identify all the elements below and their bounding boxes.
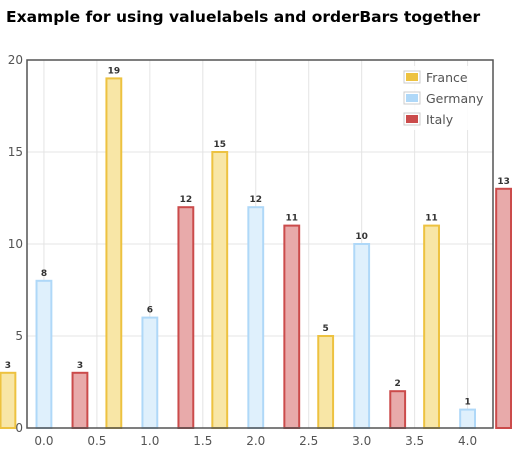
- bar-italy: [178, 207, 193, 428]
- value-label: 12: [249, 195, 262, 205]
- value-label: 3: [77, 361, 83, 371]
- legend-swatch-italy: [406, 115, 418, 123]
- x-tick-label: 2.5: [299, 434, 318, 448]
- bar-france: [424, 226, 439, 428]
- legend: France Germany Italy: [398, 66, 488, 130]
- value-label: 5: [323, 324, 329, 334]
- value-label: 1: [464, 398, 470, 408]
- bar-italy: [284, 226, 299, 428]
- x-tick-label: 0.0: [34, 434, 53, 448]
- x-tick-label: 4.0: [458, 434, 477, 448]
- y-tick-label: 20: [8, 53, 23, 67]
- legend-swatch-france: [406, 73, 418, 81]
- y-tick-label: 0: [15, 421, 23, 435]
- bar-italy: [496, 189, 511, 428]
- bar-france: [212, 152, 227, 428]
- legend-label: Italy: [426, 112, 454, 127]
- value-label: 19: [108, 66, 121, 76]
- bar-germany: [142, 318, 157, 428]
- bar-germany: [354, 244, 369, 428]
- bar-france: [1, 373, 16, 428]
- value-label: 15: [213, 140, 226, 150]
- legend-label: Germany: [426, 91, 484, 106]
- bar-france: [106, 78, 121, 428]
- x-tick-label: 3.0: [352, 434, 371, 448]
- bar-germany: [460, 410, 475, 428]
- value-label: 11: [286, 214, 299, 224]
- y-tick-label: 5: [15, 329, 23, 343]
- x-tick-label: 2.0: [246, 434, 265, 448]
- value-label: 6: [147, 306, 153, 316]
- y-tick-label: 15: [8, 145, 23, 159]
- x-tick-label: 0.5: [87, 434, 106, 448]
- x-axis-ticks: 0.0 0.5 1.0 1.5 2.0 2.5 3.0 3.5 4.0: [34, 434, 477, 448]
- x-tick-label: 1.0: [140, 434, 159, 448]
- bar-germany: [248, 207, 263, 428]
- value-label: 8: [41, 269, 47, 279]
- legend-swatch-germany: [406, 94, 418, 102]
- bar-france: [318, 336, 333, 428]
- bar-germany: [37, 281, 52, 428]
- value-label: 11: [425, 214, 438, 224]
- value-label: 10: [355, 232, 368, 242]
- value-label: 2: [395, 379, 401, 389]
- x-tick-label: 3.5: [405, 434, 424, 448]
- value-label: 12: [180, 195, 193, 205]
- bar-italy: [390, 391, 405, 428]
- value-label: 13: [497, 177, 510, 187]
- y-tick-label: 10: [8, 237, 23, 251]
- x-tick-label: 1.5: [193, 434, 212, 448]
- value-label: 3: [5, 361, 11, 371]
- bar-italy: [73, 373, 88, 428]
- legend-label: France: [426, 70, 468, 85]
